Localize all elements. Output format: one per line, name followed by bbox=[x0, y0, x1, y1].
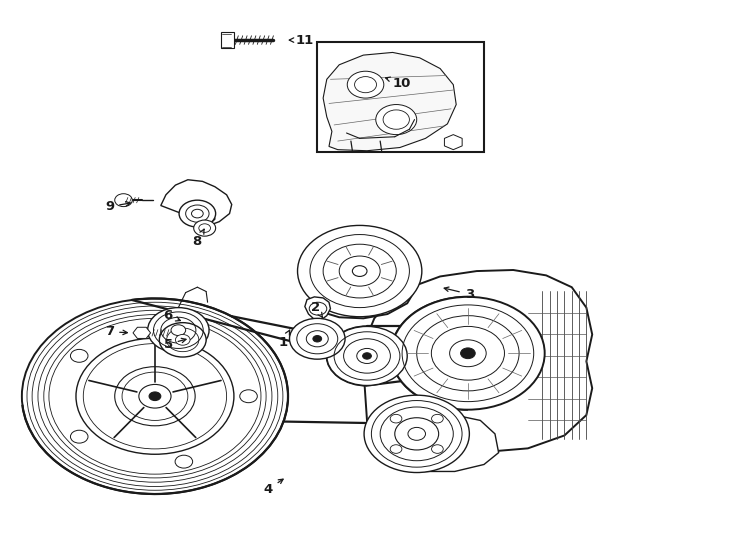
Circle shape bbox=[357, 348, 377, 363]
Circle shape bbox=[175, 334, 190, 345]
Circle shape bbox=[199, 224, 211, 232]
Text: 4: 4 bbox=[264, 479, 283, 496]
Text: 7: 7 bbox=[105, 325, 128, 338]
Circle shape bbox=[76, 338, 234, 454]
Text: 10: 10 bbox=[385, 77, 411, 90]
Circle shape bbox=[159, 322, 206, 357]
Polygon shape bbox=[398, 415, 498, 471]
Circle shape bbox=[171, 325, 186, 335]
Circle shape bbox=[115, 194, 132, 207]
Circle shape bbox=[327, 326, 407, 386]
Circle shape bbox=[139, 384, 171, 408]
Circle shape bbox=[70, 430, 88, 443]
Circle shape bbox=[352, 266, 367, 276]
Circle shape bbox=[192, 210, 203, 218]
Polygon shape bbox=[307, 239, 417, 319]
Circle shape bbox=[390, 445, 402, 454]
Text: 2: 2 bbox=[311, 301, 322, 318]
Text: 3: 3 bbox=[444, 287, 474, 301]
Circle shape bbox=[408, 427, 426, 440]
Text: 9: 9 bbox=[105, 200, 131, 213]
Circle shape bbox=[390, 414, 402, 423]
Polygon shape bbox=[444, 134, 462, 150]
Text: 8: 8 bbox=[193, 229, 204, 248]
Text: 6: 6 bbox=[164, 309, 181, 322]
Circle shape bbox=[297, 225, 422, 317]
Circle shape bbox=[115, 367, 195, 426]
Circle shape bbox=[148, 308, 209, 353]
Text: 1: 1 bbox=[278, 330, 290, 349]
Circle shape bbox=[313, 335, 321, 342]
Circle shape bbox=[309, 302, 327, 315]
Polygon shape bbox=[363, 270, 592, 453]
Text: 5: 5 bbox=[164, 338, 186, 350]
Circle shape bbox=[395, 418, 439, 450]
Circle shape bbox=[391, 297, 545, 410]
Circle shape bbox=[149, 392, 161, 401]
Text: 11: 11 bbox=[289, 33, 314, 46]
Circle shape bbox=[194, 220, 216, 236]
Circle shape bbox=[70, 349, 88, 362]
Bar bbox=[221, 32, 234, 48]
Circle shape bbox=[432, 445, 443, 454]
Circle shape bbox=[347, 71, 384, 98]
Polygon shape bbox=[161, 180, 232, 226]
Polygon shape bbox=[323, 52, 457, 151]
Circle shape bbox=[432, 414, 443, 423]
Circle shape bbox=[240, 390, 258, 403]
Bar bbox=[317, 42, 484, 152]
Circle shape bbox=[461, 348, 475, 359]
Circle shape bbox=[364, 395, 469, 472]
Polygon shape bbox=[305, 297, 330, 320]
Circle shape bbox=[289, 319, 345, 359]
Circle shape bbox=[175, 325, 192, 338]
Circle shape bbox=[376, 105, 417, 134]
Circle shape bbox=[363, 353, 371, 359]
Circle shape bbox=[175, 455, 192, 468]
Circle shape bbox=[179, 200, 216, 227]
Polygon shape bbox=[133, 327, 150, 339]
Circle shape bbox=[22, 299, 288, 494]
